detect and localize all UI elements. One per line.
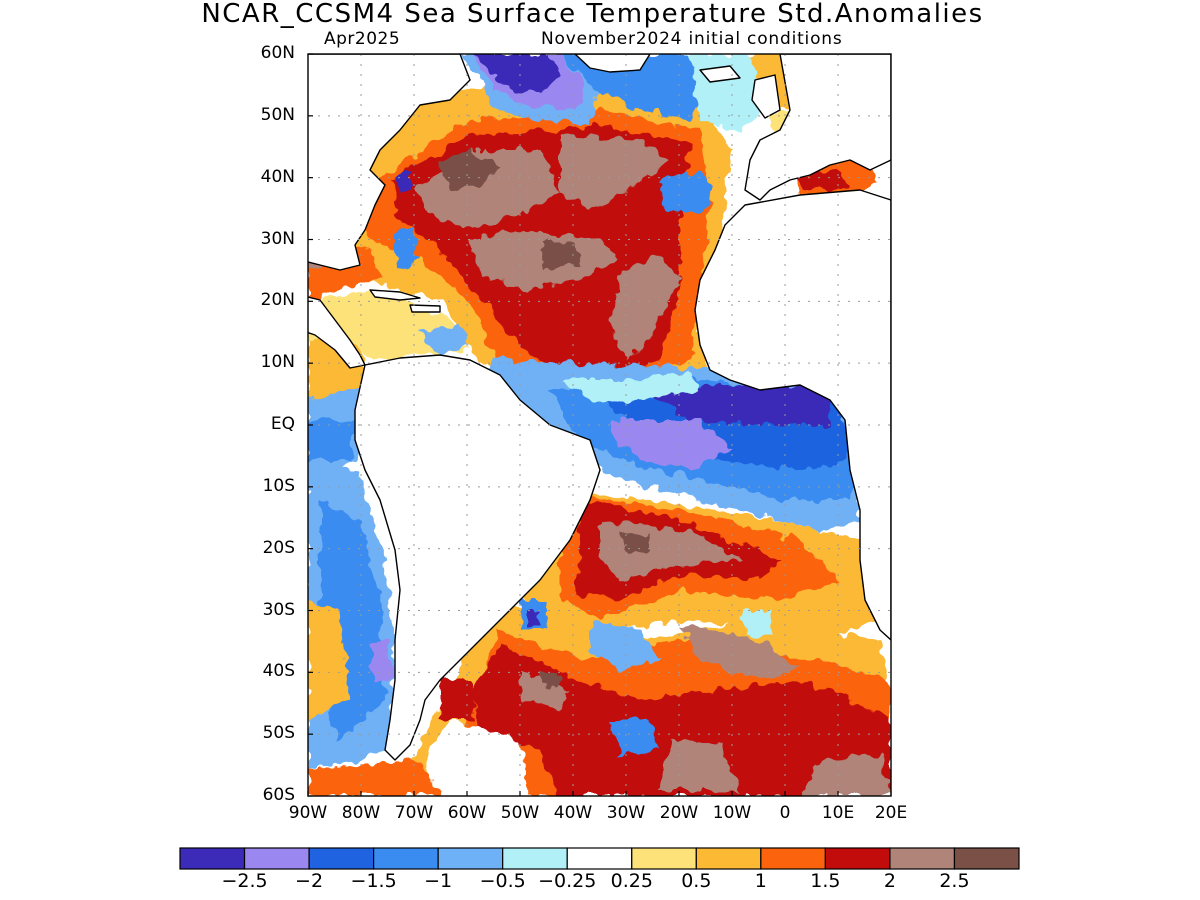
longitude-label: 60W [447, 803, 487, 823]
colorbar-swatch [308, 847, 375, 870]
colorbar-swatch [437, 847, 504, 870]
colorbar-swatch [243, 847, 310, 870]
colorbar-label: 1.5 [810, 870, 841, 892]
colorbar-swatch [953, 847, 1020, 870]
colorbar-label: 0.25 [610, 870, 653, 892]
europe-land [744, 54, 891, 201]
latitude-label: 60N [260, 43, 295, 63]
colorbar-label: 1 [754, 870, 767, 892]
longitude-label: 70W [394, 803, 434, 823]
longitude-label: 80W [341, 803, 381, 823]
british-isles [751, 74, 781, 119]
colorbar-swatch [179, 847, 246, 870]
colorbar-swatch [889, 847, 956, 870]
colorbar-swatch [373, 847, 439, 870]
latitude-label: 10N [260, 352, 295, 373]
africa-land [694, 189, 891, 641]
colorbar-label: 2.5 [939, 870, 970, 892]
hispaniola-island [409, 304, 441, 313]
longitude-label: 90W [288, 803, 328, 823]
latitude-label: 30S [262, 599, 295, 620]
colorbar-swatch [502, 847, 568, 870]
colorbar-swatch [824, 847, 891, 870]
latitude-label: 40S [262, 661, 295, 682]
colorbar-label: −2.5 [221, 870, 268, 892]
latitude-label: 50S [262, 723, 295, 744]
latitude-label: 20N [260, 290, 295, 311]
initial-conditions-label: November2024 initial conditions [541, 29, 843, 49]
map-title: NCAR_CCSM4 Sea Surface Temperature Std.A… [201, 0, 984, 29]
land-masses [308, 54, 891, 761]
colorbar-label: 2 [883, 870, 896, 892]
colorbar-swatch [760, 847, 826, 870]
colorbar [179, 847, 1020, 870]
colorbar-label: −1 [424, 870, 453, 892]
latitude-label: 50N [260, 104, 295, 125]
colorbar-label: 0.5 [681, 870, 712, 892]
south-america-land [354, 354, 601, 761]
iceland-island [699, 65, 741, 83]
colorbar-swatch [566, 847, 633, 870]
longitude-label: 10E [821, 803, 855, 823]
colorbar-label: −2 [295, 870, 324, 892]
colorbar-label: −0.25 [538, 870, 597, 892]
colorbar-label: −1.5 [350, 870, 397, 892]
latitude-label: 60S [262, 785, 295, 805]
longitude-label: 20W [659, 803, 699, 823]
map-grid [308, 54, 891, 796]
colorbar-swatch [631, 847, 697, 870]
longitude-label: 50W [500, 803, 540, 823]
latitude-label: 20S [262, 537, 295, 558]
greenland-land [574, 54, 651, 73]
latitude-label: 10S [262, 475, 295, 496]
colorbar-swatch [695, 847, 762, 870]
longitude-label: 30W [606, 803, 646, 823]
longitude-label: 0 [779, 803, 791, 823]
north-america-land [308, 54, 471, 271]
map-panel [308, 54, 891, 796]
longitude-label: 40W [553, 803, 593, 823]
map-ticks [307, 53, 892, 797]
latitude-label: 40N [260, 166, 295, 187]
latitude-label: EQ [270, 414, 295, 434]
longitude-label: 10W [712, 803, 752, 823]
colorbar-label: −0.5 [479, 870, 526, 892]
longitude-label: 20E [874, 803, 908, 823]
cuba-island [369, 289, 421, 301]
forecast-month: Apr2025 [324, 29, 401, 49]
latitude-label: 30N [260, 228, 295, 249]
